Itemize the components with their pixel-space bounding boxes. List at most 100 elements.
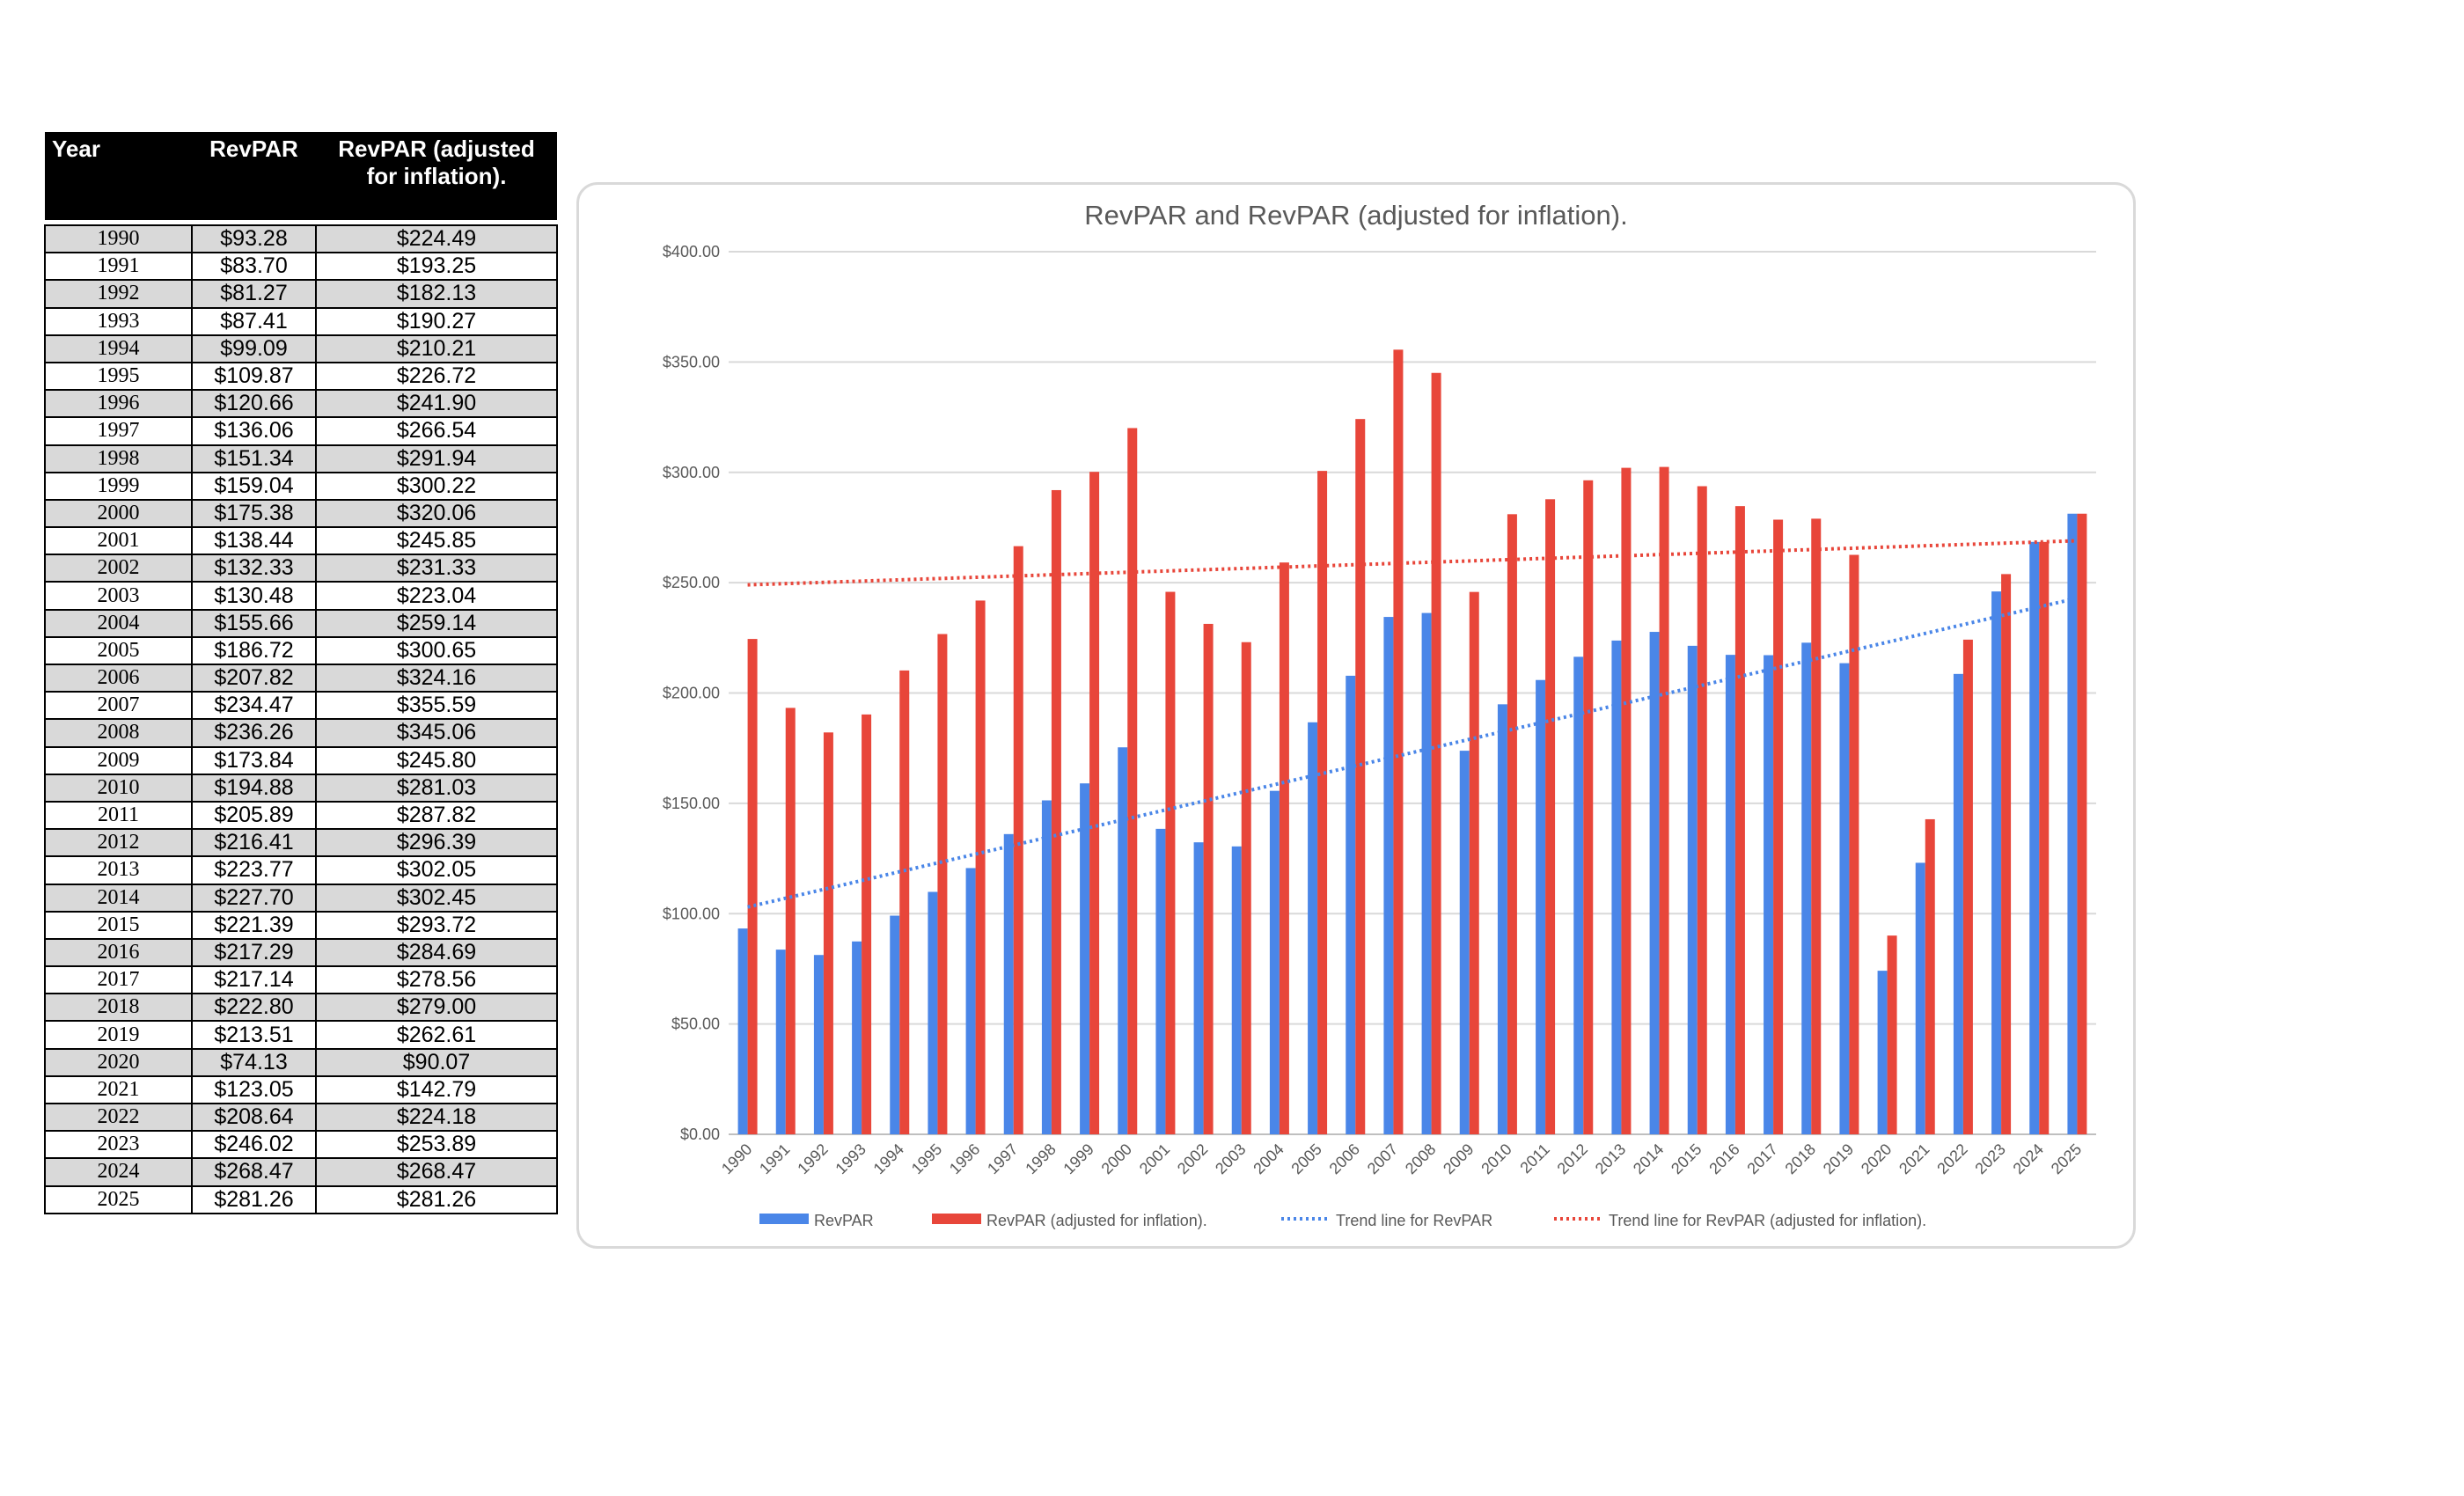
x-tick-label: 2025 [2048,1140,2085,1177]
header-revpar: RevPAR [192,132,316,220]
x-tick-label: 2018 [1782,1140,1819,1177]
cell-year: 2025 [44,1184,193,1214]
cell-revpar: $227.70 [191,883,317,913]
table-row: 2004 $155.66 $259.14 [44,608,558,638]
bar-revpar [1953,673,1963,1134]
cell-revpar: $159.04 [191,471,317,501]
bar-revpar [965,868,976,1134]
cell-year: 2006 [44,663,193,693]
cell-year: 2009 [44,745,193,775]
cell-year: 2007 [44,691,193,721]
cell-revpar: $194.88 [191,773,317,803]
bar-revpar [2067,513,2078,1134]
cell-revpar-adjusted: $231.33 [315,554,558,583]
bar-revpar-adjusted [785,708,796,1134]
cell-year: 2014 [44,883,193,913]
bar-revpar-adjusted [1734,506,1745,1134]
x-tick-label: 2000 [1098,1140,1135,1177]
cell-year: 1990 [44,224,193,254]
bar-revpar [1764,655,1774,1134]
cell-revpar-adjusted: $345.06 [315,718,558,748]
cell-revpar-adjusted: $259.14 [315,608,558,638]
cell-year: 1992 [44,279,193,309]
legend-revpar-label: RevPAR [814,1212,874,1229]
cell-year: 2000 [44,498,193,529]
bar-revpar-adjusted [862,714,872,1134]
bar-revpar-adjusted [1545,499,1556,1134]
bar-revpar-adjusted [1583,480,1594,1134]
table-row: 1994 $99.09 $210.21 [44,334,558,363]
bar-revpar-adjusted [1013,546,1023,1134]
cell-revpar: $205.89 [191,800,317,831]
cell-revpar: $81.27 [191,279,317,309]
bar-revpar [1611,640,1622,1134]
cell-revpar-adjusted: $300.22 [315,471,558,501]
cell-year: 2024 [44,1157,193,1187]
cell-year: 2023 [44,1130,193,1160]
bar-revpar [1991,591,2002,1134]
cell-year: 1993 [44,306,193,336]
cell-revpar-adjusted: $281.26 [315,1184,558,1214]
table-row: 2017 $217.14 $278.56 [44,965,558,995]
cell-year: 2012 [44,828,193,858]
bar-revpar [852,941,862,1134]
table-row: 2025 $281.26 $281.26 [44,1184,558,1214]
bar-revpar [1649,632,1660,1134]
cell-revpar: $173.84 [191,745,317,775]
x-tick-label: 2022 [1933,1140,1970,1177]
x-tick-label: 2012 [1554,1140,1591,1177]
table-row: 1991 $83.70 $193.25 [44,252,558,282]
bar-revpar-adjusted [2077,513,2087,1134]
bar-revpar [1687,645,1698,1134]
bar-revpar-adjusted [1317,471,1328,1134]
bar-revpar [737,928,748,1134]
cell-revpar: $281.26 [191,1184,317,1214]
cell-revpar: $217.29 [191,937,317,968]
bar-revpar [1497,704,1507,1134]
bar-revpar-adjusted [1355,419,1366,1134]
x-tick-label: 2007 [1364,1140,1401,1177]
header-adjusted-line1: RevPAR (adjusted [338,136,535,162]
cell-revpar-adjusted: $291.94 [315,444,558,473]
legend-trend-revpar-label: Trend line for RevPAR [1336,1212,1492,1229]
x-tick-label: 2010 [1478,1140,1514,1177]
bar-revpar-adjusted [1165,591,1176,1134]
cell-year: 2018 [44,993,193,1023]
cell-year: 2015 [44,910,193,940]
cell-revpar: $136.06 [191,416,317,446]
y-tick-label: $100.00 [663,905,720,922]
table-row: 2012 $216.41 $296.39 [44,828,558,858]
table-row: 2011 $205.89 $287.82 [44,800,558,831]
cell-revpar: $83.70 [191,252,317,282]
cell-revpar: $151.34 [191,444,317,473]
cell-revpar-adjusted: $245.85 [315,526,558,556]
bar-revpar [813,955,824,1134]
cell-revpar: $175.38 [191,498,317,529]
bar-revpar [1041,800,1052,1134]
x-tick-label: 2005 [1287,1140,1324,1177]
x-tick-label: 1999 [1060,1140,1096,1177]
bar-revpar-adjusted [1431,372,1441,1134]
x-tick-label: 2013 [1592,1140,1629,1177]
table-row: 2009 $173.84 $245.80 [44,745,558,775]
cell-revpar-adjusted: $193.25 [315,252,558,282]
x-tick-label: 1991 [756,1140,793,1177]
table-row: 1999 $159.04 $300.22 [44,471,558,501]
bar-revpar-adjusted [899,670,910,1134]
table-row: 2018 $222.80 $279.00 [44,993,558,1023]
x-tick-label: 2011 [1516,1140,1553,1177]
cell-revpar-adjusted: $293.72 [315,910,558,940]
table-row: 2008 $236.26 $345.06 [44,718,558,748]
table-row: 2007 $234.47 $355.59 [44,691,558,721]
table-row: 2024 $268.47 $268.47 [44,1157,558,1187]
x-tick-label: 1994 [870,1140,907,1177]
bar-revpar [2029,541,2040,1134]
cell-revpar: $207.82 [191,663,317,693]
table-row: 2021 $123.05 $142.79 [44,1074,558,1105]
y-tick-label: $0.00 [680,1126,720,1143]
cell-revpar-adjusted: $210.21 [315,334,558,363]
y-tick-label: $150.00 [663,795,720,812]
x-tick-label: 1990 [718,1140,755,1177]
header-year: Year [45,132,192,220]
cell-year: 2011 [44,800,193,831]
